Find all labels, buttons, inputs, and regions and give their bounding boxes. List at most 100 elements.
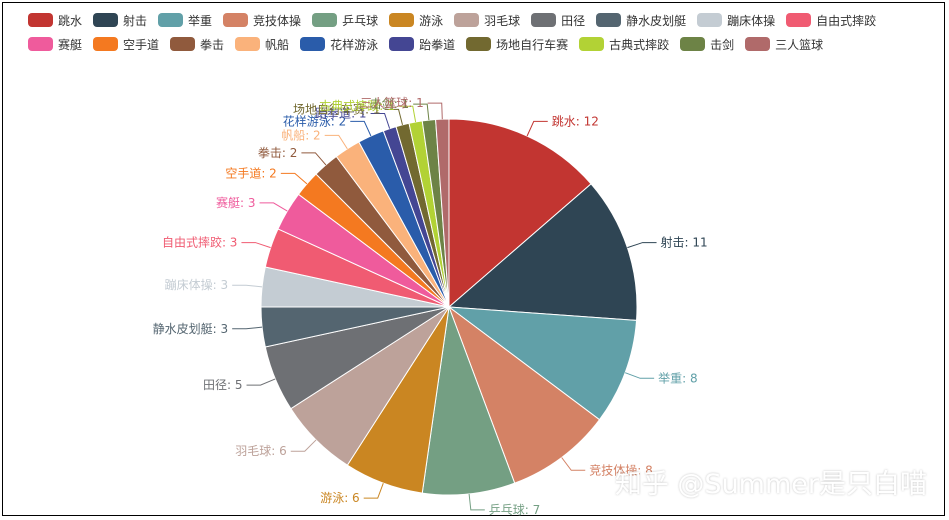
legend-item[interactable]: 跳水 <box>28 8 82 32</box>
legend-item[interactable]: 花样游泳 <box>300 32 378 56</box>
legend-item[interactable]: 三人篮球 <box>745 32 823 56</box>
slice-label: 花样游泳: 2 <box>283 113 347 128</box>
label-leader-line <box>363 482 384 499</box>
slice-label: 跳水: 12 <box>552 114 599 128</box>
legend-item[interactable]: 空手道 <box>93 32 159 56</box>
slice-label: 游泳: 6 <box>320 491 360 505</box>
slice-label: 田径: 5 <box>203 378 243 392</box>
legend-label: 跆拳道 <box>419 37 456 52</box>
slice-label: 赛艇: 3 <box>216 195 256 210</box>
slice-label: 举重: 8 <box>658 371 698 385</box>
label-leader-line <box>370 112 391 129</box>
label-leader-line <box>384 108 403 125</box>
label-leader-line <box>526 120 548 137</box>
legend-label: 场地自行车赛 <box>496 37 569 52</box>
legend-swatch <box>786 13 812 27</box>
slice-label: 射击: 11 <box>661 235 708 250</box>
legend-swatch <box>680 37 706 51</box>
pie-slice[interactable] <box>448 118 592 309</box>
label-leader-line <box>246 378 276 386</box>
legend-item[interactable]: 帆船 <box>235 32 289 56</box>
label-leader-line <box>232 326 263 330</box>
slice-label: 空手道: 2 <box>225 166 277 180</box>
legend-label: 蹦床体操 <box>727 13 776 28</box>
legend-label: 三人篮球 <box>775 37 824 52</box>
legend-swatch <box>235 37 261 51</box>
legend-item[interactable]: 跆拳道 <box>389 32 455 56</box>
legend-swatch <box>389 13 415 27</box>
legend-label: 静水皮划艇 <box>626 13 687 28</box>
legend-label: 古典式摔跤 <box>609 37 670 52</box>
legend-item[interactable]: 击剑 <box>680 32 734 56</box>
legend-swatch <box>312 13 338 27</box>
legend-swatch <box>28 13 53 27</box>
legend-item[interactable]: 自由式摔跤 <box>786 8 876 32</box>
chart-legend: 跳水 射击 举重 竞技体操 乒乓球 游泳 羽毛球 田径 静水皮划艇 蹦床体操 自由式摔跤赛艇 空手道 拳… <box>28 8 928 56</box>
legend-swatch <box>158 13 184 27</box>
legend-swatch <box>93 37 119 51</box>
slice-label: 场地自行车赛: 1 <box>293 101 381 116</box>
label-leader-line <box>624 372 655 379</box>
slice-label: 跆拳道: 1 <box>315 105 367 120</box>
legend-item[interactable]: 古典式摔跤 <box>579 32 669 56</box>
slice-label: 自由式摔跤: 3 <box>162 235 238 250</box>
slice-label: 三人篮球: 1 <box>360 95 424 110</box>
legend-item[interactable]: 赛艇 <box>28 32 82 56</box>
watermark: 知乎 @Summer是只白喵 <box>614 469 927 500</box>
label-leader-line <box>232 284 263 288</box>
pie-slice[interactable] <box>447 183 638 321</box>
legend-item[interactable]: 场地自行车赛 <box>466 32 568 56</box>
legend-swatch <box>531 13 557 27</box>
slice-label: 蹦床体操: 3 <box>165 277 229 292</box>
legend-label: 赛艇 <box>58 37 83 52</box>
legend-label: 游泳 <box>419 13 444 28</box>
legend-swatch <box>389 37 415 51</box>
slice-label: 静水皮划艇: 3 <box>153 322 229 336</box>
label-leader-line <box>241 242 271 249</box>
legend-label: 射击 <box>123 13 148 28</box>
slice-label: 羽毛球: 6 <box>235 444 287 458</box>
slice-label: 击剑: 1 <box>370 96 410 111</box>
legend-item[interactable]: 蹦床体操 <box>697 8 775 32</box>
legend-item[interactable]: 举重 <box>158 8 212 32</box>
legend-item[interactable]: 羽毛球 <box>454 8 520 32</box>
slice-label: 乒乓球: 7 <box>489 503 541 517</box>
legend-item[interactable]: 射击 <box>93 8 147 32</box>
legend-label: 乒乓球 <box>342 13 379 28</box>
label-leader-line <box>468 493 485 511</box>
legend-item[interactable]: 游泳 <box>389 8 443 32</box>
label-leader-line <box>561 457 586 471</box>
legend-label: 空手道 <box>123 37 160 52</box>
legend-swatch <box>466 37 492 51</box>
label-leader-line <box>350 120 372 137</box>
slice-label: 帆船: 2 <box>281 127 321 142</box>
legend-swatch <box>454 13 480 27</box>
legend-item[interactable]: 拳击 <box>170 32 224 56</box>
legend-swatch <box>28 37 53 51</box>
legend-item[interactable]: 静水皮划艇 <box>596 8 686 32</box>
legend-item[interactable]: 乒乓球 <box>312 8 378 32</box>
label-leader-line <box>259 202 288 212</box>
legend-item[interactable]: 田径 <box>531 8 585 32</box>
legend-item[interactable]: 竞技体操 <box>223 8 301 32</box>
legend-label: 田径 <box>561 13 586 28</box>
legend-swatch <box>300 37 326 51</box>
label-leader-line <box>280 172 308 185</box>
label-leader-line <box>413 103 430 121</box>
slice-label: 拳击: 2 <box>258 145 298 160</box>
label-leader-line <box>427 102 443 120</box>
legend-swatch <box>93 13 119 27</box>
label-leader-line <box>627 242 657 249</box>
label-leader-line <box>290 439 317 452</box>
legend-swatch <box>170 37 196 51</box>
legend-label: 羽毛球 <box>484 13 521 28</box>
label-leader-line <box>398 105 417 123</box>
pie-slice[interactable] <box>421 306 516 496</box>
slice-label: 竞技体操: 8 <box>589 462 653 477</box>
legend-label: 竞技体操 <box>253 13 302 28</box>
slice-label: 古典式摔跤: 1 <box>319 98 395 113</box>
legend-swatch <box>697 13 723 27</box>
legend-label: 自由式摔跤 <box>816 13 877 28</box>
label-leader-line <box>301 152 327 166</box>
